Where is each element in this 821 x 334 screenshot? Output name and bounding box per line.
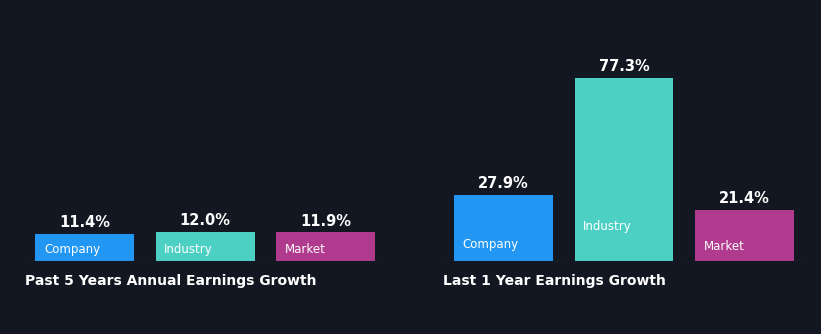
Bar	[35, 233, 134, 261]
Bar	[575, 78, 673, 261]
Bar	[454, 195, 553, 261]
Text: 27.9%: 27.9%	[478, 176, 529, 191]
Text: 11.4%: 11.4%	[59, 215, 110, 230]
Text: 77.3%: 77.3%	[599, 59, 649, 74]
Bar	[277, 232, 375, 261]
Text: Past 5 Years Annual Earnings Growth: Past 5 Years Annual Earnings Growth	[25, 274, 316, 288]
Text: Company: Company	[462, 238, 519, 250]
Text: Industry: Industry	[583, 220, 632, 233]
Text: 12.0%: 12.0%	[180, 213, 231, 228]
Text: Company: Company	[44, 243, 100, 257]
Text: Market: Market	[285, 243, 326, 256]
Text: Market: Market	[704, 240, 745, 253]
Text: 21.4%: 21.4%	[719, 191, 770, 206]
Text: 11.9%: 11.9%	[300, 213, 351, 228]
Text: Industry: Industry	[164, 243, 213, 256]
Bar	[695, 210, 794, 261]
Bar	[156, 232, 255, 261]
Text: Last 1 Year Earnings Growth: Last 1 Year Earnings Growth	[443, 274, 666, 288]
